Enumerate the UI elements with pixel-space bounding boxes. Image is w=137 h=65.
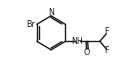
Text: F: F <box>105 46 109 55</box>
Text: NH: NH <box>72 37 83 46</box>
Text: F: F <box>105 27 109 36</box>
Text: Br: Br <box>26 20 35 29</box>
Text: N: N <box>48 8 54 17</box>
Text: O: O <box>84 48 90 57</box>
